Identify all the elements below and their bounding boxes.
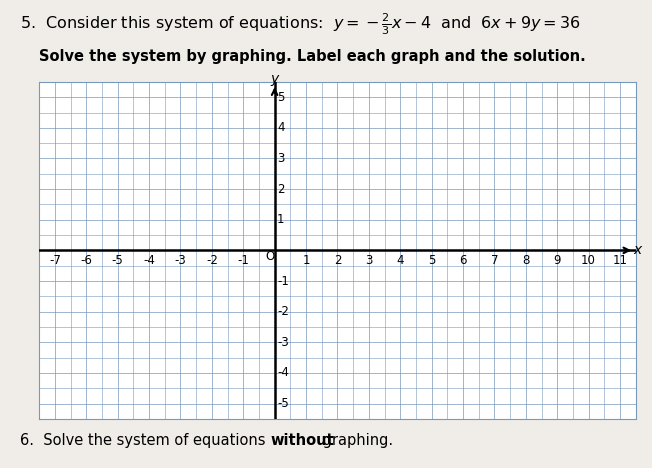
Text: 11: 11	[612, 254, 627, 267]
Text: 4: 4	[277, 121, 285, 134]
Text: 5: 5	[277, 91, 284, 104]
Text: -3: -3	[175, 254, 186, 267]
Text: -5: -5	[277, 397, 289, 410]
Text: x: x	[633, 243, 642, 257]
Text: 10: 10	[581, 254, 596, 267]
Text: 3: 3	[277, 152, 284, 165]
Text: 8: 8	[522, 254, 529, 267]
Text: 3: 3	[365, 254, 372, 267]
Text: without: without	[271, 433, 334, 448]
Text: 7: 7	[491, 254, 498, 267]
Text: -6: -6	[80, 254, 92, 267]
Text: -7: -7	[49, 254, 61, 267]
Text: -4: -4	[143, 254, 155, 267]
Text: graphing.: graphing.	[318, 433, 393, 448]
Text: -4: -4	[277, 366, 289, 380]
Text: y: y	[271, 72, 279, 86]
Text: -1: -1	[237, 254, 249, 267]
Text: 5: 5	[428, 254, 436, 267]
Text: -1: -1	[277, 275, 289, 287]
Text: -2: -2	[277, 305, 289, 318]
Text: -2: -2	[206, 254, 218, 267]
Text: -3: -3	[277, 336, 289, 349]
Text: 2: 2	[334, 254, 341, 267]
Text: 4: 4	[396, 254, 404, 267]
Text: 5.  Consider this system of equations:  $y = -\frac{2}{3}x - 4$  and  $6x + 9y =: 5. Consider this system of equations: $y…	[20, 12, 580, 37]
Text: 9: 9	[554, 254, 561, 267]
Text: -5: -5	[111, 254, 123, 267]
Text: 2: 2	[277, 183, 285, 196]
Text: 6.  Solve the system of equations: 6. Solve the system of equations	[20, 433, 270, 448]
Text: 6: 6	[459, 254, 467, 267]
Text: 1: 1	[277, 213, 285, 226]
Text: Solve the system by graphing. Label each graph and the solution.: Solve the system by graphing. Label each…	[39, 49, 586, 64]
Text: 1: 1	[303, 254, 310, 267]
Text: O: O	[265, 250, 274, 263]
